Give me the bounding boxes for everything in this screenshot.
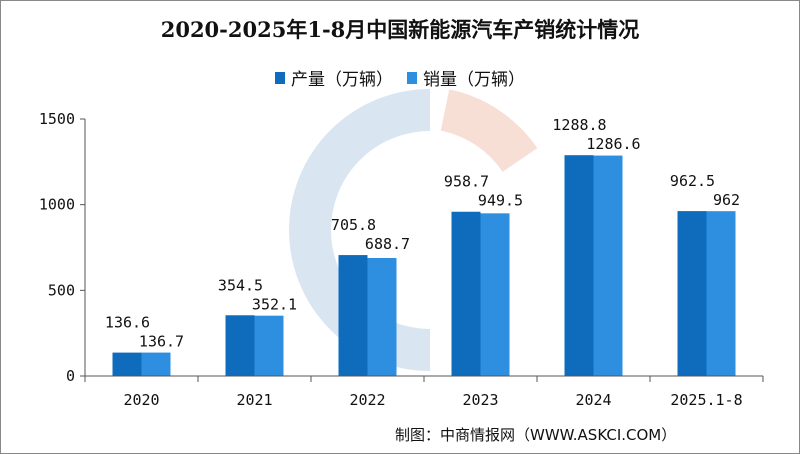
bar-sales bbox=[141, 352, 171, 376]
data-label-sales: 949.5 bbox=[478, 192, 523, 210]
y-tick-label: 1500 bbox=[39, 110, 75, 128]
y-tick-label: 0 bbox=[66, 367, 75, 385]
legend-label-production: 产量（万辆） bbox=[291, 70, 393, 90]
x-tick-label: 2024 bbox=[575, 391, 611, 409]
bar-production bbox=[112, 352, 142, 376]
bar-sales bbox=[593, 155, 623, 376]
source-note: 制图：中商情报网（WWW.ASKCI.COM） bbox=[395, 426, 677, 444]
bar-production bbox=[451, 211, 481, 376]
legend-item-production: 产量（万辆） bbox=[275, 65, 393, 90]
x-tick-label: 2025.1-8 bbox=[670, 391, 742, 409]
bar-sales bbox=[706, 211, 736, 376]
x-tick-label: 2023 bbox=[462, 391, 498, 409]
data-label-sales: 352.1 bbox=[252, 295, 297, 313]
data-label-production: 958.7 bbox=[444, 173, 489, 191]
data-label-production: 136.6 bbox=[105, 314, 150, 332]
data-label-sales: 1286.6 bbox=[586, 135, 640, 153]
data-label-production: 962.5 bbox=[670, 172, 715, 190]
bar-production bbox=[677, 211, 707, 376]
y-tick-label: 500 bbox=[48, 281, 75, 299]
legend-label-sales: 销量（万辆） bbox=[423, 70, 525, 90]
x-tick-label: 2022 bbox=[349, 391, 385, 409]
chart-title: 2020-2025年1-8月中国新能源汽车产销统计情况 bbox=[160, 17, 640, 42]
data-label-production: 1288.8 bbox=[552, 116, 606, 134]
bar-sales bbox=[367, 258, 397, 376]
x-tick-label: 2020 bbox=[123, 391, 159, 409]
bar-sales bbox=[480, 213, 510, 376]
bar-production bbox=[564, 155, 594, 376]
legend-swatch-production bbox=[275, 71, 285, 84]
x-tick-label: 2021 bbox=[236, 391, 272, 409]
data-label-sales: 688.7 bbox=[365, 235, 410, 253]
bar-production bbox=[338, 255, 368, 376]
bar-production bbox=[225, 315, 255, 376]
data-label-production: 705.8 bbox=[331, 216, 376, 234]
legend-item-sales: 销量（万辆） bbox=[407, 65, 525, 90]
legend: 产量（万辆） 销量（万辆） bbox=[0, 65, 800, 90]
legend-swatch-sales bbox=[407, 71, 417, 84]
bar-sales bbox=[254, 315, 284, 376]
data-label-sales: 136.7 bbox=[139, 333, 184, 351]
data-label-production: 354.5 bbox=[218, 276, 263, 294]
y-tick-label: 1000 bbox=[39, 196, 75, 214]
data-label-sales: 962 bbox=[713, 191, 740, 209]
